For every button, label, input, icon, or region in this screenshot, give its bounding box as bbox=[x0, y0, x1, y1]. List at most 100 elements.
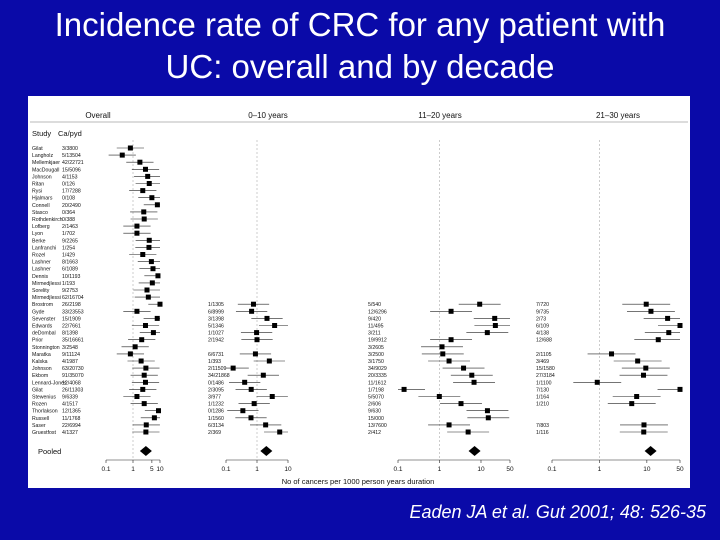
study-name: Gruestfost bbox=[32, 430, 56, 436]
study-estimate bbox=[254, 337, 260, 343]
study-estimate bbox=[448, 308, 454, 314]
study-ca-pyd: 1/702 bbox=[62, 231, 75, 237]
pooled-diamond bbox=[644, 446, 657, 456]
study-estimate bbox=[146, 244, 152, 250]
study-estimate bbox=[439, 344, 445, 350]
study-ca-pyd: 20/2490 bbox=[62, 203, 81, 209]
study-name: Russell bbox=[32, 416, 49, 422]
study-ca-pyd: 9/420 bbox=[368, 316, 381, 322]
study-name: Ekbom bbox=[32, 373, 48, 379]
study-ca-pyd: 11/1612 bbox=[368, 380, 386, 386]
study-estimate bbox=[134, 223, 140, 229]
panel-header: Overall bbox=[85, 111, 111, 120]
study-ca-pyd: 22/6994 bbox=[62, 423, 81, 429]
study-estimate bbox=[655, 337, 661, 343]
study-ca-pyd: 0/388 bbox=[62, 217, 75, 223]
study-estimate bbox=[154, 202, 160, 208]
x-tick-label: 0.1 bbox=[221, 466, 230, 473]
study-estimate bbox=[134, 394, 140, 399]
pooled-diamond bbox=[468, 446, 481, 456]
study-estimate bbox=[643, 301, 649, 307]
study-ca-pyd: 0/1286 bbox=[208, 409, 224, 415]
study-ca-pyd: 2/369 bbox=[208, 430, 221, 436]
x-tick-label: 50 bbox=[506, 466, 514, 473]
study-estimate bbox=[641, 429, 647, 435]
study-estimate bbox=[248, 415, 254, 421]
study-estimate bbox=[142, 166, 148, 172]
study-estimate bbox=[251, 401, 257, 407]
study-ca-pyd: 3/3800 bbox=[62, 146, 78, 152]
study-ca-pyd: 15/5096 bbox=[62, 167, 81, 173]
x-tick-label: 1 bbox=[131, 466, 135, 473]
study-name: Connell bbox=[32, 203, 50, 209]
title-line-1: Incidence rate of CRC for any patient wi… bbox=[54, 6, 666, 43]
study-estimate bbox=[263, 422, 269, 428]
study-name: Sevenster bbox=[32, 316, 56, 322]
study-estimate bbox=[264, 315, 270, 321]
study-estimate bbox=[666, 330, 672, 336]
study-ca-pyd: 3/469 bbox=[536, 359, 549, 365]
study-name: Sorelity bbox=[32, 288, 50, 294]
study-estimate bbox=[629, 401, 635, 407]
study-name: Rozen bbox=[32, 402, 47, 408]
study-estimate bbox=[677, 386, 683, 392]
study-estimate bbox=[471, 379, 477, 385]
forest-plot-panel: Overall 0–10 years 11–20 years 21–30 years S… bbox=[28, 96, 690, 488]
study-ca-pyd: 0/108 bbox=[62, 196, 75, 202]
study-name: Mellemkjaer bbox=[32, 160, 60, 166]
study-ca-pyd: 1/1027 bbox=[208, 331, 224, 337]
study-estimate bbox=[144, 287, 150, 293]
study-name: Mirmedjlessi bbox=[32, 295, 61, 301]
study-ca-pyd: 4/1153 bbox=[62, 174, 78, 180]
study-name: MacDougall bbox=[32, 167, 59, 173]
study-ca-pyd: 2/412 bbox=[368, 430, 381, 436]
study-estimate bbox=[141, 209, 147, 215]
study-estimate bbox=[145, 294, 151, 300]
study-estimate bbox=[484, 330, 490, 336]
study-ca-pyd: 2/1942 bbox=[208, 338, 224, 344]
study-ca-pyd: 6/8999 bbox=[208, 309, 224, 315]
study-ca-pyd: 7/720 bbox=[536, 302, 549, 308]
study-estimate bbox=[677, 323, 683, 328]
x-tick-label: 1 bbox=[598, 466, 602, 473]
study-ca-pyd: 0/1486 bbox=[208, 380, 224, 386]
x-axis-label: No of cancers per 1000 person years dura… bbox=[282, 477, 435, 486]
study-name: Gilat bbox=[32, 387, 43, 393]
x-tick-label: 10 bbox=[643, 466, 651, 473]
study-ca-pyd: 5/540 bbox=[368, 302, 381, 308]
x-tick-label: 10 bbox=[284, 466, 292, 473]
study-ca-pyd: 6/1089 bbox=[62, 267, 78, 273]
study-estimate bbox=[134, 230, 140, 236]
study-ca-pyd: 1/254 bbox=[62, 245, 75, 251]
study-name: Lyon bbox=[32, 231, 43, 237]
study-ca-pyd: 4/138 bbox=[536, 331, 549, 337]
study-ca-pyd: 1/210 bbox=[536, 402, 549, 408]
study-ca-pyd: 6/6731 bbox=[208, 352, 224, 358]
study-ca-pyd: 9/6339 bbox=[62, 395, 78, 401]
study-name: Maratka bbox=[32, 352, 51, 358]
study-estimate bbox=[269, 394, 275, 399]
study-ca-pyd: 11/495 bbox=[368, 324, 384, 330]
study-estimate bbox=[240, 408, 246, 414]
pooled-diamond bbox=[260, 446, 273, 456]
study-name: Mirmedjlessi bbox=[32, 281, 61, 287]
study-name: Gilat bbox=[32, 146, 43, 152]
study-estimate bbox=[155, 273, 161, 279]
study-estimate bbox=[440, 351, 446, 357]
study-estimate bbox=[469, 372, 475, 378]
study-estimate bbox=[248, 386, 254, 392]
study-estimate bbox=[150, 330, 156, 336]
study-estimate bbox=[154, 315, 160, 321]
study-ca-pyd: 20/3335 bbox=[368, 373, 387, 379]
x-tick-label: 1 bbox=[255, 466, 259, 473]
study-ca-pyd: 34/9029 bbox=[368, 366, 387, 372]
study-ca-pyd: 6/3134 bbox=[208, 423, 224, 429]
study-estimate bbox=[634, 394, 640, 399]
study-ca-pyd: 2/11509 bbox=[208, 366, 226, 372]
study-estimate bbox=[242, 379, 248, 385]
citation: Eaden JA et al. Gut 2001; 48: 526-35 bbox=[409, 502, 706, 522]
study-estimate bbox=[643, 365, 649, 371]
study-ca-pyd: 12/1365 bbox=[62, 409, 81, 415]
study-ca-pyd: 1/193 bbox=[62, 281, 75, 287]
pooled-diamond bbox=[139, 446, 152, 456]
